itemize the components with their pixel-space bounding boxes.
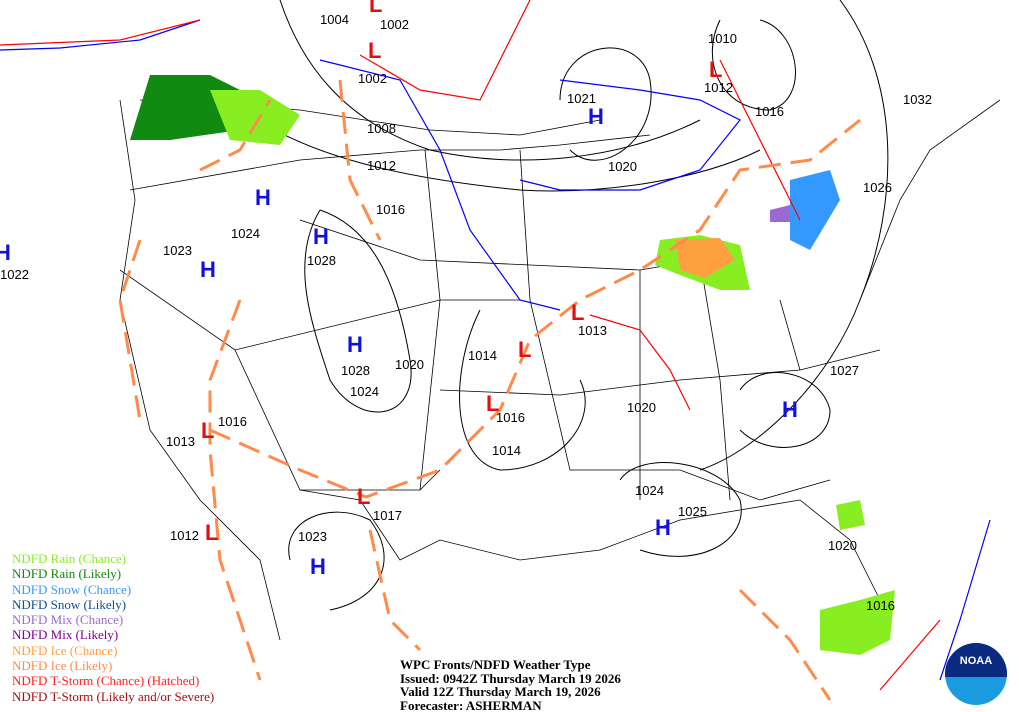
isobar-label: 1020 bbox=[608, 159, 637, 174]
isobar-label: 1014 bbox=[468, 348, 497, 363]
map-info: WPC Fronts/NDFD Weather Type Issued: 094… bbox=[400, 658, 621, 712]
isobar-label: 1028 bbox=[307, 253, 336, 268]
low-pressure-center: L bbox=[518, 337, 532, 362]
valid-time: Valid 12Z Thursday March 19, 2026 bbox=[400, 684, 601, 699]
isobar-label: 1020 bbox=[627, 400, 656, 415]
high-pressure-center: H bbox=[255, 185, 271, 210]
forecaster: Forecaster: ASHERMAN bbox=[400, 697, 542, 712]
low-pressure-center: L bbox=[368, 38, 382, 63]
high-pressure-center: H bbox=[313, 224, 329, 249]
isobar-label: 1024 bbox=[635, 483, 664, 498]
isobar-label: 1020 bbox=[828, 538, 857, 553]
high-pressure-center: H bbox=[0, 240, 11, 265]
low-pressure-center: L bbox=[205, 520, 219, 545]
isobar-label: 1024 bbox=[231, 226, 260, 241]
isobar-label: 1023 bbox=[163, 243, 192, 258]
map-title: WPC Fronts/NDFD Weather Type bbox=[400, 657, 591, 672]
cold-fronts bbox=[0, 19, 991, 681]
isobar-label: 1012 bbox=[367, 158, 396, 173]
isobar-label: 1014 bbox=[492, 443, 521, 458]
isobar-label: 1022 bbox=[0, 267, 29, 282]
isobar-label: 1017 bbox=[373, 508, 402, 523]
isobar-label: 1016 bbox=[496, 410, 525, 425]
low-pressure-center: L bbox=[709, 57, 723, 82]
high-pressure-center: H bbox=[782, 397, 798, 422]
legend-item: NDFD Rain (Chance) bbox=[12, 551, 127, 566]
isobar-label: 1016 bbox=[866, 598, 895, 613]
high-pressure-center: H bbox=[655, 515, 671, 540]
isobar-label: 1021 bbox=[567, 91, 596, 106]
isobar-label: 1026 bbox=[863, 180, 892, 195]
isobar-label: 1023 bbox=[298, 529, 327, 544]
isobar-label: 1013 bbox=[578, 323, 607, 338]
isobar-label: 1013 bbox=[166, 434, 195, 449]
state-boundaries bbox=[119, 99, 1001, 641]
isobar-label: 1004 bbox=[320, 12, 349, 27]
isobar-label: 1012 bbox=[170, 528, 199, 543]
low-pressure-center: L bbox=[357, 484, 371, 509]
isobar-label: 1025 bbox=[678, 504, 707, 519]
legend-item: NDFD Mix (Chance) bbox=[12, 612, 124, 628]
legend-item: NDFD Rain (Likely) bbox=[12, 566, 122, 582]
isobar-label: 1008 bbox=[367, 121, 396, 136]
noaa-logo-text: NOAA bbox=[959, 655, 993, 667]
isobars bbox=[229, 0, 889, 611]
low-pressure-center: L bbox=[369, 0, 383, 17]
isobar-label: 1028 bbox=[341, 363, 370, 378]
isobar-label: 1016 bbox=[376, 202, 405, 217]
isobar-label: 1016 bbox=[755, 104, 784, 119]
legend-item: NDFD Snow (Chance) bbox=[12, 581, 132, 597]
legend-item: NDFD Mix (Likely) bbox=[12, 627, 119, 643]
precip-areas bbox=[130, 75, 895, 655]
high-pressure-center: H bbox=[310, 554, 326, 579]
legend-item: NDFD Snow (Likely) bbox=[12, 596, 127, 612]
low-pressure-center: L bbox=[571, 300, 585, 325]
high-pressure-center: H bbox=[588, 104, 604, 129]
isobar-label: 1016 bbox=[218, 414, 247, 429]
troughs bbox=[118, 79, 861, 701]
noaa-logo: NOAA bbox=[945, 643, 1007, 705]
isobar-label: 1002 bbox=[358, 71, 387, 86]
isobar-label: 1020 bbox=[395, 357, 424, 372]
issued-time: Issued: 0942Z Thursday March 19 2026 bbox=[400, 670, 621, 686]
isobar-label: 1024 bbox=[350, 384, 379, 399]
legend-item: NDFD T-Storm (Chance) (Hatched) bbox=[12, 673, 200, 689]
legend-item: NDFD Ice (Likely) bbox=[12, 658, 113, 674]
low-pressure-center: L bbox=[201, 418, 215, 443]
high-pressure-center: H bbox=[347, 332, 363, 357]
low-pressure-center: L bbox=[486, 391, 500, 416]
isobar-label: 1010 bbox=[708, 31, 737, 46]
isobar-label: 1002 bbox=[380, 17, 409, 32]
warm-fronts bbox=[0, 0, 941, 691]
high-pressure-center: H bbox=[200, 257, 216, 282]
isobar-label: 1027 bbox=[830, 363, 859, 378]
isobar-label: 1032 bbox=[903, 92, 932, 107]
isobar-label: 1012 bbox=[704, 80, 733, 95]
legend-item: NDFD T-Storm (Likely and/or Severe) bbox=[12, 688, 215, 704]
legend: NDFD Rain (Chance) NDFD Rain (Likely) NDFD… bbox=[12, 551, 214, 704]
legend-item: NDFD Ice (Chance) bbox=[12, 642, 118, 658]
